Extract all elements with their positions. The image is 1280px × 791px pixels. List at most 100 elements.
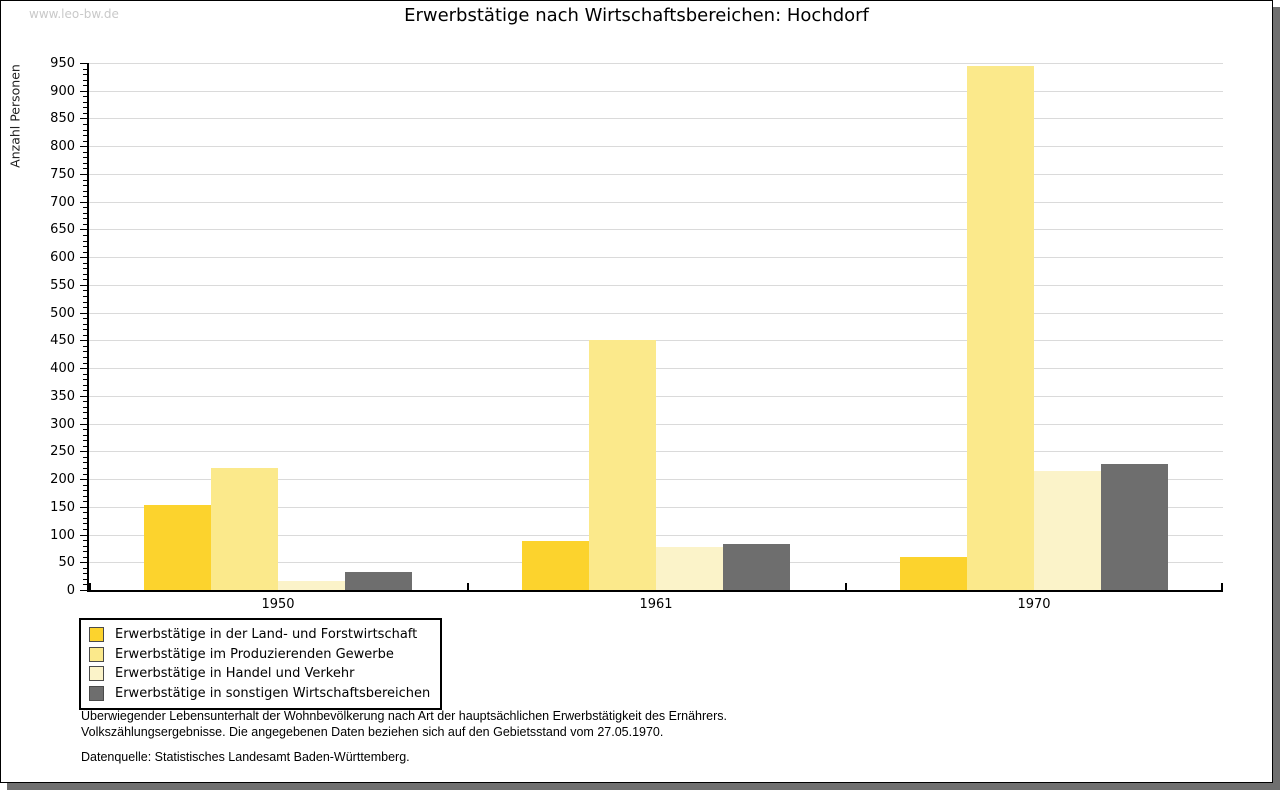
y-tick-minor (83, 240, 87, 242)
y-tick-minor (83, 262, 87, 264)
data-source: Datenquelle: Statistisches Landesamt Bad… (81, 750, 410, 764)
y-tick-minor (83, 540, 87, 542)
y-tick (80, 423, 87, 425)
y-tick-minor (83, 96, 87, 98)
y-tick-minor (83, 268, 87, 270)
y-tick-minor (83, 179, 87, 181)
y-tick-minor (83, 323, 87, 325)
y-tick-minor (83, 296, 87, 297)
y-tick-label: 50 (58, 555, 75, 571)
gridline (89, 201, 1223, 203)
y-tick-label: 500 (50, 305, 75, 321)
y-tick-minor (83, 168, 87, 170)
y-tick-minor (83, 490, 87, 492)
y-tick-minor (83, 74, 87, 76)
y-tick (80, 395, 87, 397)
footnote-line-1: Überwiegender Lebensunterhalt der Wohnbe… (81, 709, 727, 723)
legend-item-1: Erwerbstätige in der Land- und Forstwirt… (89, 625, 430, 645)
y-tick-minor (83, 379, 87, 381)
y-tick-minor (83, 517, 87, 519)
x-tick (467, 583, 469, 590)
y-tick-label: 100 (50, 527, 75, 543)
y-tick-minor (83, 162, 87, 164)
legend-swatch (89, 627, 104, 643)
legend-swatch (89, 685, 104, 701)
y-tick-minor (83, 196, 87, 198)
y-tick-label: 250 (50, 444, 75, 460)
y-tick-minor (83, 545, 87, 547)
y-tick (80, 118, 87, 120)
bar-1961-series-4 (723, 544, 790, 590)
gridline (89, 312, 1223, 314)
legend-label: Erwerbstätige in Handel und Verkehr (115, 666, 355, 682)
y-tick-minor (83, 218, 87, 220)
y-tick-minor (83, 112, 87, 114)
gridline (89, 506, 1223, 508)
y-tick-minor (83, 107, 87, 109)
y-tick (80, 506, 87, 508)
x-category-label: 1970 (1017, 597, 1051, 612)
y-tick-minor (83, 273, 87, 275)
y-tick-minor (83, 556, 87, 558)
legend-label: Erwerbstätige im Produzierenden Gewerbe (115, 646, 394, 662)
gridline (89, 63, 1223, 64)
y-tick-minor (83, 573, 87, 575)
y-tick-minor (83, 578, 87, 580)
watermark: www.leo-bw.de (29, 7, 119, 21)
y-tick-minor (83, 362, 87, 364)
y-tick-minor (83, 401, 87, 403)
y-tick-label: 750 (50, 166, 75, 182)
y-tick (80, 368, 87, 370)
y-tick-minor (83, 345, 87, 347)
x-axis-line (87, 590, 1223, 592)
x-category-label: 1950 (261, 597, 295, 612)
y-tick (80, 257, 87, 259)
y-tick-minor (83, 528, 87, 530)
gridline (89, 146, 1223, 148)
y-tick-label: 950 (50, 56, 75, 71)
y-tick-minor (83, 212, 87, 214)
bar-1961-series-2 (589, 340, 656, 590)
plot-area: 0 50 100 150 200 250 300 350 400 450 500 550 600 650 7… (50, 56, 1223, 612)
x-tick (1221, 583, 1223, 590)
y-tick-minor (83, 185, 87, 187)
y-tick-minor (83, 412, 87, 414)
bar-1970-series-3 (1034, 471, 1101, 590)
y-tick-label: 450 (50, 333, 75, 349)
y-tick-minor (83, 129, 87, 131)
y-tick-minor (83, 307, 87, 309)
y-tick-minor (83, 373, 87, 375)
x-tick (89, 583, 91, 590)
gridline (89, 423, 1223, 425)
bar-1950-series-3 (278, 581, 345, 590)
gridline (89, 229, 1223, 231)
y-tick-minor (83, 440, 87, 442)
bar-1961-series-3 (656, 547, 723, 590)
y-tick-label: 850 (50, 111, 75, 127)
y-tick-minor (83, 456, 87, 458)
gridline (89, 118, 1223, 120)
legend-label: Erwerbstätige in der Land- und Forstwirt… (115, 627, 418, 643)
y-tick-label: 650 (50, 222, 75, 238)
y-tick (80, 201, 87, 203)
y-tick-minor (83, 135, 87, 137)
footnote-line-2: Volkszählungsergebnisse. Die angegebenen… (81, 724, 664, 739)
y-tick-minor (83, 124, 87, 126)
y-tick-minor (83, 445, 87, 447)
y-tick-label: 900 (50, 83, 75, 99)
y-tick-minor (83, 68, 87, 70)
y-tick-minor (83, 584, 87, 586)
bar-1950-series-1 (144, 505, 211, 590)
y-tick (80, 590, 87, 591)
gridline (89, 368, 1223, 370)
legend-swatch (89, 666, 104, 682)
gridline (89, 451, 1223, 453)
legend-label: Erwerbstätige in sonstigen Wirtschaftsbe… (115, 685, 431, 701)
y-tick-label: 200 (50, 472, 75, 488)
y-tick-label: 550 (50, 277, 75, 293)
y-tick-minor (83, 390, 87, 392)
y-tick-minor (83, 495, 87, 497)
chart-title: Erwerbstätige nach Wirtschaftsbereichen:… (404, 5, 869, 26)
y-tick-minor (83, 523, 87, 525)
y-tick-label: 700 (50, 194, 75, 210)
